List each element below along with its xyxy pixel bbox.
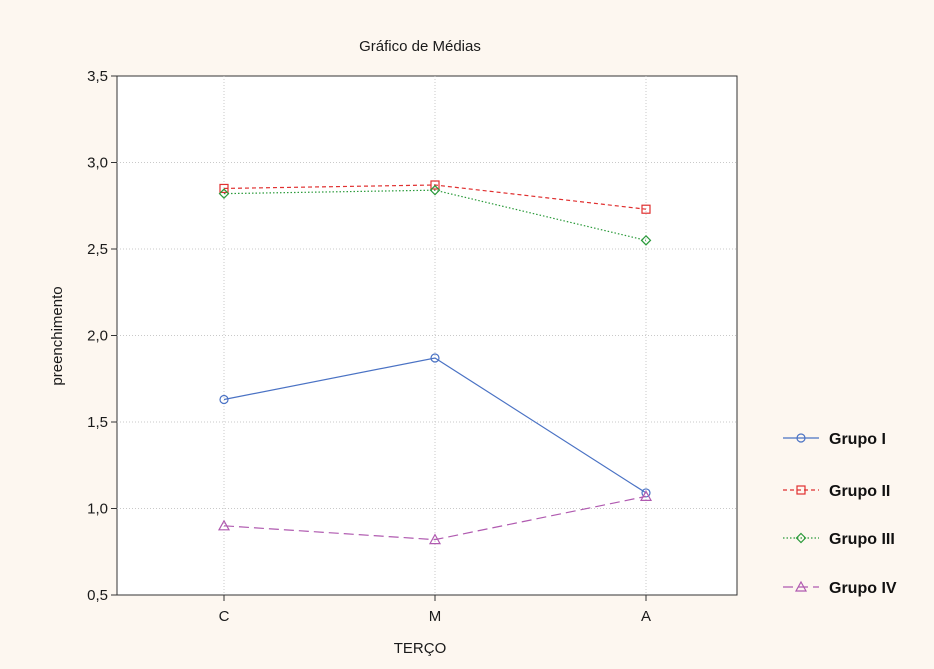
legend-label: Grupo IV [829, 580, 897, 597]
series-4 [217, 490, 653, 545]
data-point-circle [219, 394, 229, 405]
y-axis-label: preenchimento [49, 286, 66, 385]
data-point-triangle [639, 490, 653, 501]
chart-title: Gráfico de Médias [359, 38, 481, 55]
y-axis-ticks: 0,5 1,0 1,5 2,0 2,5 3,0 3,5 [87, 68, 117, 604]
y-tick-label: 1,5 [87, 414, 108, 431]
legend: Grupo I Grupo II Grupo III Grupo IV [783, 431, 897, 597]
series-1 [219, 353, 651, 498]
grid [117, 76, 737, 595]
data-point-circle [796, 433, 806, 443]
series-line [223, 357, 647, 494]
data-point-triangle [428, 533, 442, 545]
data-point-triangle [794, 580, 808, 592]
data-point-square [796, 485, 806, 495]
y-tick-label: 3,0 [87, 155, 108, 172]
legend-label: Grupo III [829, 531, 895, 548]
x-tick-label: M [429, 608, 442, 625]
x-tick-label: C [219, 608, 230, 625]
y-tick-label: 2,5 [87, 241, 108, 258]
series-layer [217, 180, 653, 545]
legend-entry: Grupo IV [783, 580, 897, 597]
data-point-diamond [795, 532, 807, 544]
data-point-triangle [217, 519, 231, 531]
legend-label: Grupo II [829, 483, 890, 500]
y-tick-label: 3,5 [87, 68, 108, 85]
y-tick-label: 1,0 [87, 501, 108, 518]
data-point-circle [430, 353, 440, 363]
data-point-square [430, 180, 440, 190]
data-point-diamond [640, 235, 652, 246]
series-line [223, 189, 647, 241]
y-tick-label: 0,5 [87, 587, 108, 604]
y-tick-label: 2,0 [87, 328, 108, 345]
legend-entry: Grupo II [783, 483, 890, 500]
x-tick-label: A [641, 608, 651, 625]
legend-entry: Grupo III [783, 531, 895, 548]
legend-entry: Grupo I [783, 431, 886, 448]
legend-label: Grupo I [829, 431, 886, 448]
x-axis-label: TERÇO [394, 640, 447, 657]
series-3 [218, 184, 652, 246]
data-point-square [219, 183, 229, 194]
data-point-square [641, 204, 651, 214]
data-point-diamond [218, 188, 230, 199]
series-line [223, 495, 647, 541]
data-point-diamond [429, 184, 441, 196]
